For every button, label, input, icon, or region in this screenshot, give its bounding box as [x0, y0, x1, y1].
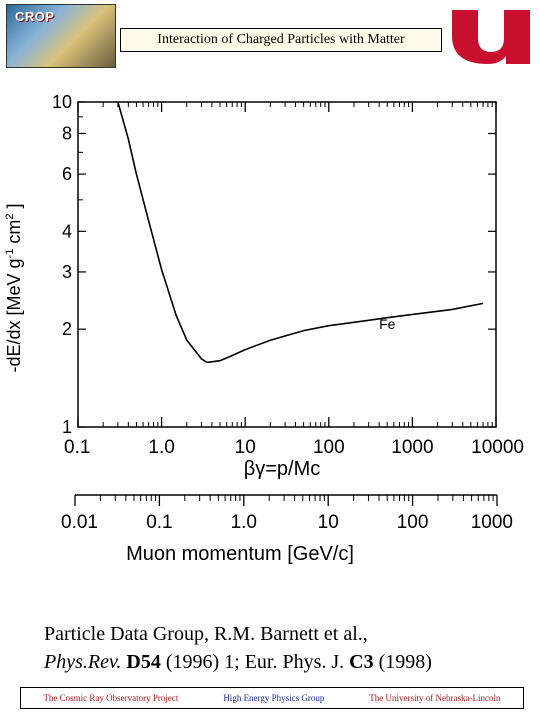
y-axis-label-sup2: 2	[4, 214, 16, 220]
y-tick-label: 10	[52, 92, 72, 112]
footer-center: High Energy Physics Group	[223, 693, 325, 703]
citation-rest-2: (1998)	[373, 651, 432, 673]
momentum-tick-label: 0.1	[146, 512, 172, 533]
momentum-axis: 0.01 0.1 1.0 10 100 1000	[61, 494, 513, 533]
momentum-tick-label: 1000	[471, 512, 513, 533]
y-axis-label-c: ]	[4, 204, 24, 214]
crop-logo-text: CROP	[15, 9, 55, 24]
university-logo-icon	[452, 10, 530, 64]
y-axis-label: -dE/dx [MeV g-1 cm2 ]	[4, 204, 24, 373]
citation-rest-1: (1996) 1; Eur. Phys. J.	[160, 651, 350, 673]
tick-layer: 10 8 6 4 3 2 10.1 1.0 10 100 1000 10000	[52, 92, 524, 458]
y-tick-label: 1	[62, 417, 72, 437]
momentum-tick-label: 1.0	[231, 512, 257, 533]
x-axis-label: βγ=p/Mc	[244, 458, 321, 480]
crop-logo: CROP	[6, 4, 116, 68]
footer-bar: The Cosmic Ray Observatory Project High …	[20, 687, 524, 709]
plot-area	[77, 101, 497, 428]
footer-left: The Cosmic Ray Observatory Project	[43, 693, 179, 703]
citation-volume-1: D54	[126, 651, 161, 673]
x-tick-label: 0.1	[64, 437, 90, 458]
momentum-tick-label: 10	[318, 512, 339, 533]
y-tick-label: 3	[62, 262, 72, 282]
x-tick-label: 10000	[471, 437, 524, 458]
footer-right: The University of Nebraska-Lincoln	[369, 693, 501, 703]
x-tick-label: 100	[313, 437, 345, 458]
series-label-fe: Fe	[379, 316, 396, 332]
momentum-tick-label: 100	[397, 512, 429, 533]
citation-journal: Phys.Rev.	[44, 651, 122, 673]
y-tick-label: 8	[62, 123, 72, 143]
y-axis-label-sup1: -1	[4, 249, 16, 259]
citation-line-1: Particle Data Group, R.M. Barnett et al.…	[44, 623, 368, 645]
citation-line-2: Phys.Rev. D54 (1996) 1; Eur. Phys. J. C3…	[44, 648, 432, 676]
momentum-axis-label: Muon momentum [GeV/c]	[126, 543, 354, 565]
plot-frame	[77, 101, 497, 428]
page-title: Interaction of Charged Particles with Ma…	[120, 28, 442, 52]
citation: Particle Data Group, R.M. Barnett et al.…	[44, 620, 432, 676]
x-tick-label: 10	[235, 437, 256, 458]
x-tick-label: 1.0	[148, 437, 174, 458]
y-tick-label: 4	[62, 221, 72, 241]
y-tick-label: 2	[62, 319, 72, 339]
y-tick-label: 6	[62, 164, 72, 184]
y-axis-label-a: -dE/dx [MeV g	[4, 258, 24, 372]
series-layer: Fe	[117, 101, 484, 364]
y-axis-label-b: cm	[4, 220, 24, 249]
series-line-fe	[117, 101, 484, 364]
x-tick-label: 1000	[391, 437, 433, 458]
momentum-tick-label: 0.01	[61, 512, 98, 533]
citation-volume-2: C3	[349, 651, 374, 673]
